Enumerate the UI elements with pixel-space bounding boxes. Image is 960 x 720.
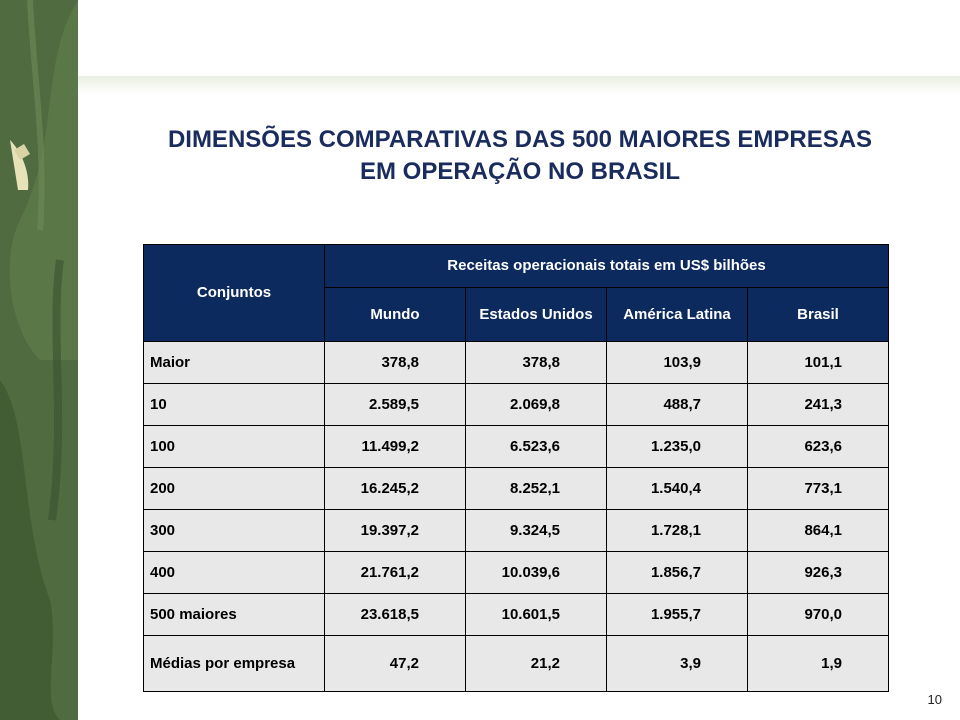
cell-value: 8.252,1 (465, 467, 607, 510)
cell-value: 1.728,1 (606, 509, 748, 552)
cell-value: 1.955,7 (606, 593, 748, 636)
cell-value: 11.499,2 (324, 425, 466, 468)
cell-value: 1.235,0 (606, 425, 748, 468)
header-estados-unidos: Estados Unidos (465, 287, 607, 342)
table-row: Médias por empresa 47,2 21,2 3,9 1,9 (143, 635, 890, 692)
table-row: 500 maiores 23.618,5 10.601,5 1.955,7 97… (143, 593, 890, 636)
tree-illustration-icon (0, 0, 78, 720)
decorative-side-band (0, 0, 78, 720)
header-brasil: Brasil (746, 287, 890, 342)
row-label: 400 (143, 551, 325, 594)
cell-value: 2.589,5 (324, 383, 466, 426)
row-label: 100 (143, 425, 325, 468)
cell-value: 2.069,8 (465, 383, 607, 426)
cell-value: 19.397,2 (324, 509, 466, 552)
cell-value: 10.039,6 (465, 551, 607, 594)
cell-value: 773,1 (746, 467, 890, 510)
cell-value: 1,9 (746, 635, 890, 692)
cell-value: 3,9 (606, 635, 748, 692)
cell-value: 1.540,4 (606, 467, 748, 510)
cell-value: 378,8 (465, 341, 607, 384)
row-label: 500 maiores (143, 593, 325, 636)
header-america-latina: América Latina (606, 287, 748, 342)
table-row: Maior 378,8 378,8 103,9 101,1 (143, 341, 890, 384)
row-label: 300 (143, 509, 325, 552)
cell-value: 16.245,2 (324, 467, 466, 510)
cell-value: 21.761,2 (324, 551, 466, 594)
title-line-2: EM OPERAÇÃO NO BRASIL (359, 158, 680, 185)
cell-value: 378,8 (324, 341, 466, 384)
header-conjuntos: Conjuntos (143, 244, 325, 342)
cell-value: 23.618,5 (324, 593, 466, 636)
header-mundo: Mundo (324, 287, 466, 342)
cell-value: 1.856,7 (606, 551, 748, 594)
cell-value: 103,9 (606, 341, 748, 384)
header-rule (78, 76, 960, 94)
cell-value: 101,1 (746, 341, 890, 384)
cell-value: 6.523,6 (465, 425, 607, 468)
cell-value: 241,3 (746, 383, 890, 426)
slide-title: DIMENSÕES COMPARATIVAS DAS 500 MAIORES E… (110, 124, 930, 188)
cell-value: 926,3 (746, 551, 890, 594)
cell-value: 970,0 (746, 593, 890, 636)
cell-value: 488,7 (606, 383, 748, 426)
row-label: 200 (143, 467, 325, 510)
header-revenue-group: Receitas operacionais totais em US$ bilh… (323, 244, 890, 288)
table-row: 10 2.589,5 2.069,8 488,7 241,3 (143, 383, 890, 426)
cell-value: 47,2 (324, 635, 466, 692)
revenue-table: Conjuntos Receitas operacionais totais e… (143, 244, 890, 692)
row-label: Maior (143, 341, 325, 384)
title-line-1: DIMENSÕES COMPARATIVAS DAS 500 MAIORES E… (167, 126, 873, 153)
page-number: 10 (927, 692, 942, 707)
table-row: 300 19.397,2 9.324,5 1.728,1 864,1 (143, 509, 890, 552)
cell-value: 10.601,5 (465, 593, 607, 636)
cell-value: 623,6 (746, 425, 890, 468)
table-row: 100 11.499,2 6.523,6 1.235,0 623,6 (143, 425, 890, 468)
cell-value: 21,2 (465, 635, 607, 692)
cell-value: 9.324,5 (465, 509, 607, 552)
table-row: 200 16.245,2 8.252,1 1.540,4 773,1 (143, 467, 890, 510)
row-label: Médias por empresa (143, 635, 325, 692)
table-row: 400 21.761,2 10.039,6 1.856,7 926,3 (143, 551, 890, 594)
row-label: 10 (143, 383, 325, 426)
cell-value: 864,1 (746, 509, 890, 552)
